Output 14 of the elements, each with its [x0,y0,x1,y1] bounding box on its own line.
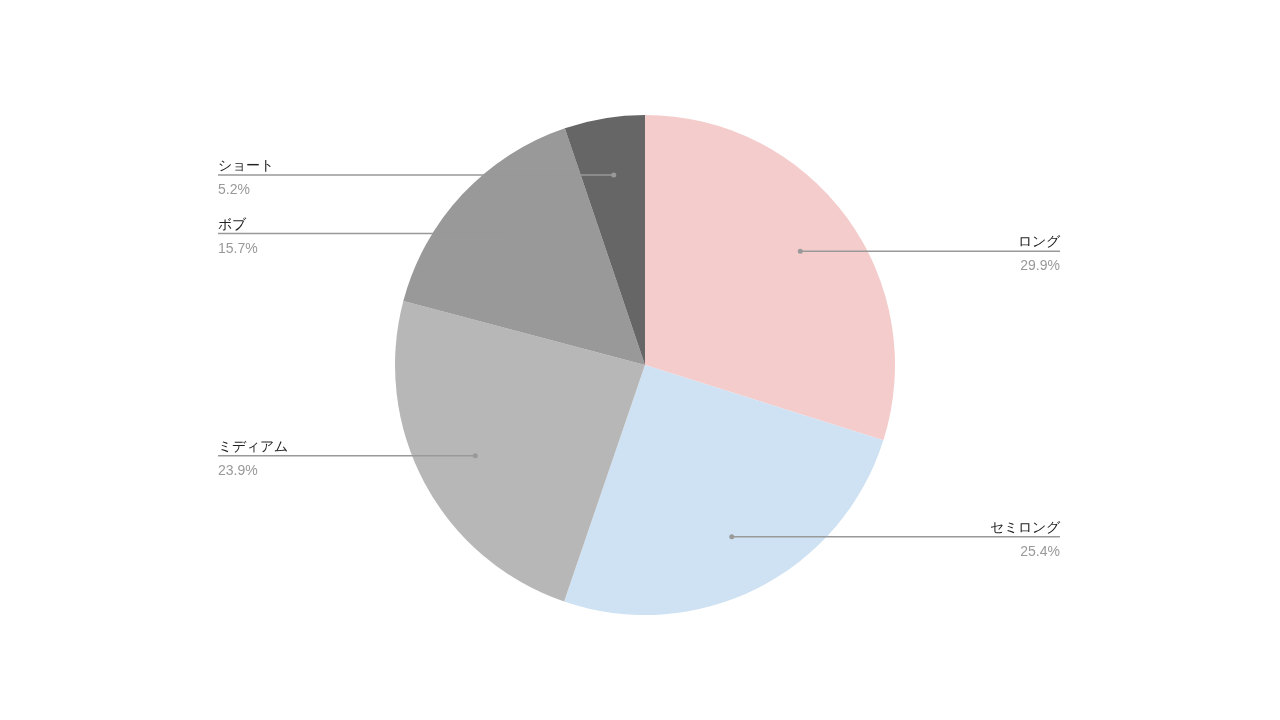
data-label: 29.9% [1020,257,1060,274]
data-label: 15.7% [218,239,258,256]
slice-label: ミディアム [218,437,288,454]
slice-label: ショート [218,157,274,174]
data-label: 5.2% [218,181,250,198]
data-label: 25.4% [1020,542,1060,559]
data-label: 23.9% [218,461,258,478]
pie-slice [564,365,884,615]
slice-label: ボブ [218,215,247,232]
pie-slice [564,115,645,365]
pie-slice [645,115,895,441]
slice-label: ロング [1018,233,1061,250]
slice-label: セミロング [990,518,1061,535]
pie-slice [395,300,645,602]
